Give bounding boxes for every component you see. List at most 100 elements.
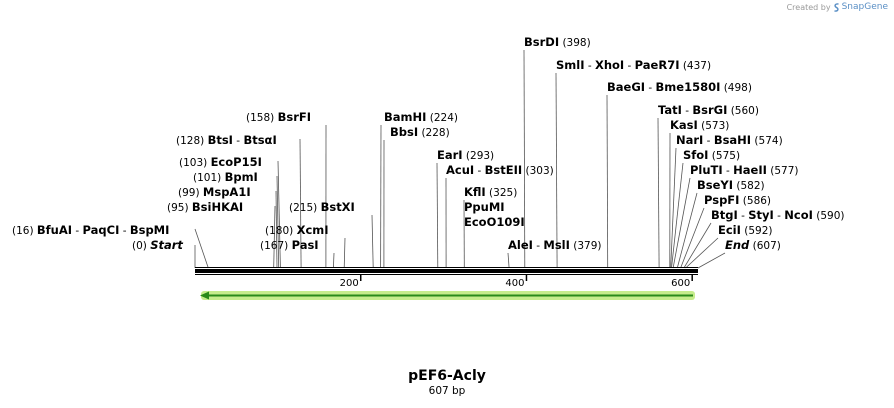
site-label: BtgI - StyI - NcoI (590) <box>711 208 844 222</box>
site-position: (293) <box>463 150 495 162</box>
site-position: (574) <box>751 135 783 147</box>
backbone-bar <box>195 269 698 273</box>
axis-tick-label: 200 <box>340 278 359 289</box>
name-separator: - <box>233 135 243 147</box>
enzyme-name: PpuMI <box>464 200 505 214</box>
site-label: (0) Start <box>132 238 183 252</box>
enzyme-name: BfuAI <box>37 223 72 237</box>
site-position: (590) <box>813 210 845 222</box>
enzyme-name: BtsαI <box>243 133 276 147</box>
site-label: (180) XcmI <box>265 223 329 237</box>
site-label: BamHI (224) <box>384 110 458 124</box>
site-leader-line <box>333 252 335 269</box>
name-separator: - <box>624 60 634 72</box>
enzyme-name: BtgI <box>711 208 738 222</box>
enzyme-name: AleI <box>508 238 533 252</box>
site-leader-line <box>657 117 660 269</box>
site-leader-line <box>275 190 278 269</box>
site-label: BseYI (582) <box>697 178 765 192</box>
name-separator: - <box>119 225 129 237</box>
enzyme-name: BsrGI <box>692 103 727 117</box>
site-position: (215) <box>289 202 321 214</box>
site-position: (228) <box>418 127 450 139</box>
name-separator: - <box>585 60 595 72</box>
site-label: BbsI (228) <box>390 125 450 139</box>
enzyme-name: BsiHKAI <box>192 200 243 214</box>
enzyme-name: MslI <box>543 238 570 252</box>
site-position: (167) <box>260 240 292 252</box>
leader-lines <box>194 49 726 269</box>
site-label: (16) BfuAI - PaqCI - BspMI <box>12 223 169 237</box>
enzyme-name: MspA1I <box>203 185 251 199</box>
name-separator: - <box>533 240 543 252</box>
enzyme-name: BsrDI <box>524 35 559 49</box>
site-leader-line <box>672 177 691 269</box>
site-label: (167) PasI <box>260 238 319 252</box>
feature-arrowhead <box>200 291 209 300</box>
enzyme-name: End <box>725 238 750 252</box>
site-label: SmlI - XhoI - PaeR7I (437) <box>556 58 711 72</box>
site-position: (325) <box>486 187 518 199</box>
site-label: SfoI (575) <box>683 148 740 162</box>
site-leader-line <box>273 205 276 269</box>
site-label: PluTI - HaeII (577) <box>690 163 798 177</box>
site-label: KasI (573) <box>670 118 729 132</box>
enzyme-name: BamHI <box>384 110 426 124</box>
site-leader-line <box>276 175 280 269</box>
site-leader-line <box>606 94 609 269</box>
enzyme-name: XcmI <box>297 223 329 237</box>
site-label: AcuI - BstEII (303) <box>446 163 554 177</box>
site-leader-line <box>683 222 712 269</box>
site-position: (101) <box>193 172 225 184</box>
site-label: EcoO109I <box>464 215 525 229</box>
site-leader-line <box>685 237 719 269</box>
site-label: EarI (293) <box>437 148 494 162</box>
site-leader-line <box>299 138 302 269</box>
enzyme-name: SfoI <box>683 148 708 162</box>
site-position: (582) <box>733 180 765 192</box>
site-label: (95) BsiHKAI <box>167 200 243 214</box>
plasmid-title-block: pEF6-Acly 607 bp <box>0 368 894 398</box>
sequence-backbone <box>195 267 698 275</box>
enzyme-name: XhoI <box>595 58 624 72</box>
site-position: (498) <box>720 82 752 94</box>
site-leader-line <box>343 237 346 269</box>
site-position: (303) <box>522 165 554 177</box>
site-label: (99) MspA1I <box>178 185 251 199</box>
snapgene-logo-icon <box>833 2 839 12</box>
plasmid-length: 607 bp <box>428 385 466 397</box>
site-label: End (607) <box>725 238 781 252</box>
site-leader-line <box>194 228 209 269</box>
enzyme-name: EarI <box>437 148 463 162</box>
site-position: (398) <box>559 37 591 49</box>
site-position: (560) <box>727 105 759 117</box>
site-position: (573) <box>698 120 730 132</box>
site-position: (16) <box>12 225 37 237</box>
plasmid-name: pEF6-Acly <box>408 368 486 384</box>
site-label: (215) BstXI <box>289 200 355 214</box>
enzyme-name: HaeII <box>733 163 767 177</box>
enzyme-name: NcoI <box>784 208 813 222</box>
site-position: (592) <box>741 225 773 237</box>
site-leader-line <box>507 252 510 269</box>
axis-ticks: 200 400 600 <box>340 275 693 289</box>
site-label: PpuMI <box>464 200 505 214</box>
feature-arrow <box>200 291 695 300</box>
enzyme-name: EcoP15I <box>211 155 262 169</box>
site-leader-line <box>697 252 726 269</box>
enzyme-name: BaeGI <box>607 80 645 94</box>
site-labels: (16) BfuAI - PaqCI - BspMI(0) Start (95) … <box>12 35 844 252</box>
name-separator: - <box>682 105 692 117</box>
enzyme-name: StyI <box>748 208 774 222</box>
site-leader-line <box>277 160 281 269</box>
name-separator: - <box>774 210 784 222</box>
site-position: (99) <box>178 187 203 199</box>
site-label: (101) BpmI <box>193 170 258 184</box>
site-label: AleI - MslI (379) <box>508 238 601 252</box>
enzyme-name: BspMI <box>130 223 170 237</box>
site-label: BsrDI (398) <box>524 35 591 49</box>
site-position: (158) <box>246 112 278 124</box>
enzyme-name: TatI <box>658 103 682 117</box>
name-separator: - <box>723 165 733 177</box>
enzyme-name: Start <box>150 238 183 252</box>
